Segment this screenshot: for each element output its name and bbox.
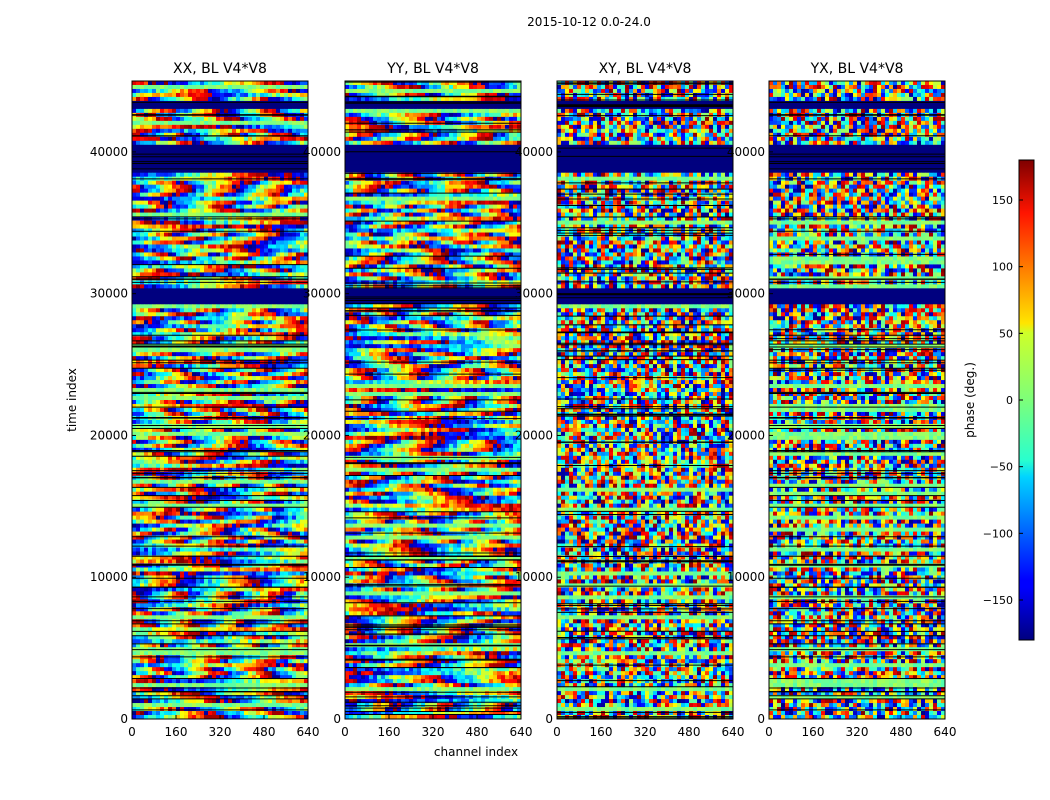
x-tick-label: 640 (722, 725, 745, 739)
x-tick-label: 0 (128, 725, 136, 739)
x-tick-label: 320 (846, 725, 869, 739)
y-tick-label: 0 (757, 712, 765, 726)
panel-2: YY, BL V4*V8 0 160 320 480 640 0 10000 20000 3000… (303, 61, 533, 739)
colorbar-label: phase (deg.) (963, 362, 977, 438)
x-tick-label: 0 (553, 725, 561, 739)
y-tick-label: 20000 (90, 428, 128, 442)
y-tick-label: 20000 (303, 428, 341, 442)
x-tick-label: 160 (802, 725, 825, 739)
x-tick-label: 160 (378, 725, 401, 739)
y-tick-label: 20000 (727, 428, 765, 442)
x-tick-label: 320 (634, 725, 657, 739)
colorbar-tick-label: 50 (999, 327, 1013, 340)
y-tick-label: 20000 (515, 428, 553, 442)
y-tick-label: 30000 (515, 287, 553, 301)
x-tick-label: 320 (209, 725, 232, 739)
panel-title: YY, BL V4*V8 (386, 61, 479, 77)
x-tick-label: 320 (422, 725, 445, 739)
colorbar-tick-label: 150 (992, 194, 1013, 207)
x-tick-label: 160 (590, 725, 613, 739)
panel-3: XY, BL V4*V8 0 160 320 480 640 0 10000 20000 3000… (515, 61, 745, 739)
colorbar-ticks: 150 100 50 0 −50 −100 −150 (983, 194, 1023, 607)
x-tick-label: 480 (678, 725, 701, 739)
y-tick-label: 40000 (90, 145, 128, 159)
y-tick-label: 10000 (303, 570, 341, 584)
colorbar-tick-label: −100 (983, 527, 1013, 540)
panel-title: XX, BL V4*V8 (173, 61, 267, 77)
panel-title: XY, BL V4*V8 (599, 61, 692, 77)
colorbar-tick-label: 0 (1006, 394, 1013, 407)
panel-4: YX, BL V4*V8 0 160 320 480 640 0 10000 20000 3000… (727, 61, 957, 739)
heatmap-image (132, 81, 309, 720)
y-tick-label: 0 (333, 712, 341, 726)
panels: XX, BL V4*V8 0 160 320 480 640 0 10000 20000 3000… (90, 61, 957, 739)
y-tick-label: 30000 (90, 287, 128, 301)
y-tick-label: 40000 (303, 145, 341, 159)
colorbar: 150 100 50 0 −50 −100 −150 phase (deg.) (963, 159, 1035, 641)
y-tick-label: 0 (545, 712, 553, 726)
heatmap-image (345, 81, 522, 720)
x-axis-label: channel index (434, 745, 518, 759)
x-tick-label: 480 (466, 725, 489, 739)
y-tick-label: 30000 (727, 287, 765, 301)
y-tick-label: 10000 (515, 570, 553, 584)
x-tick-label: 160 (165, 725, 188, 739)
y-tick-label: 40000 (727, 145, 765, 159)
y-tick-label: 30000 (303, 287, 341, 301)
x-tick-label: 0 (765, 725, 773, 739)
x-tick-label: 0 (341, 725, 349, 739)
y-axis-label: time index (65, 368, 79, 432)
y-tick-label: 0 (120, 712, 128, 726)
y-tick-label: 10000 (727, 570, 765, 584)
figure-suptitle: 2015-10-12 0.0-24.0 (527, 15, 651, 29)
y-tick-label: 40000 (515, 145, 553, 159)
x-tick-label: 480 (890, 725, 913, 739)
x-tick-label: 480 (253, 725, 276, 739)
x-tick-label: 640 (510, 725, 533, 739)
panel-1: XX, BL V4*V8 0 160 320 480 640 0 10000 20000 3000… (90, 61, 320, 739)
heatmap-image (557, 81, 734, 720)
colorbar-tick-label: 100 (992, 261, 1013, 274)
panel-title: YX, BL V4*V8 (810, 61, 904, 77)
y-tick-label: 10000 (90, 570, 128, 584)
colorbar-tick-label: −50 (990, 461, 1013, 474)
x-tick-label: 640 (297, 725, 320, 739)
x-tick-label: 640 (934, 725, 957, 739)
colorbar-tick-label: −150 (983, 594, 1013, 607)
